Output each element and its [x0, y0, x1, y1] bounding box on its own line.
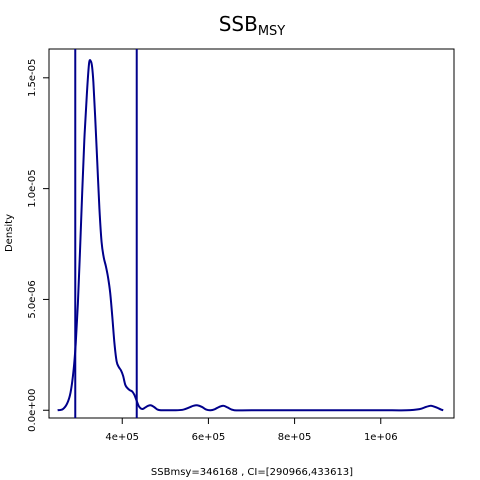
- plot-area: [57, 49, 444, 418]
- x-axis-label: SSBmsy=346168 , CI=[290966,433613]: [151, 467, 353, 478]
- y-axis: 0.0e+00 5.0e-06 1.0e-05 1.5e-05: [27, 59, 50, 432]
- x-tick-label: 6e+05: [192, 432, 226, 443]
- chart-title-subscript: MSY: [258, 24, 285, 39]
- y-tick-label: 5.0e-06: [27, 280, 38, 318]
- y-tick-label: 1.5e-05: [27, 59, 38, 97]
- x-axis: 4e+05 6e+05 8e+05 1e+06: [105, 417, 398, 443]
- y-tick-label: 0.0e+00: [27, 389, 38, 432]
- density-curve: [57, 59, 444, 412]
- y-axis-label: Density: [4, 214, 15, 252]
- chart-title: SSBMSY: [219, 12, 286, 39]
- x-tick-label: 4e+05: [105, 432, 139, 443]
- plot-frame: [48, 48, 455, 419]
- x-tick-label: 8e+05: [278, 432, 312, 443]
- x-tick-label: 1e+06: [364, 432, 398, 443]
- y-tick-label: 1.0e-05: [27, 169, 38, 207]
- chart-title-main: SSB: [219, 12, 258, 36]
